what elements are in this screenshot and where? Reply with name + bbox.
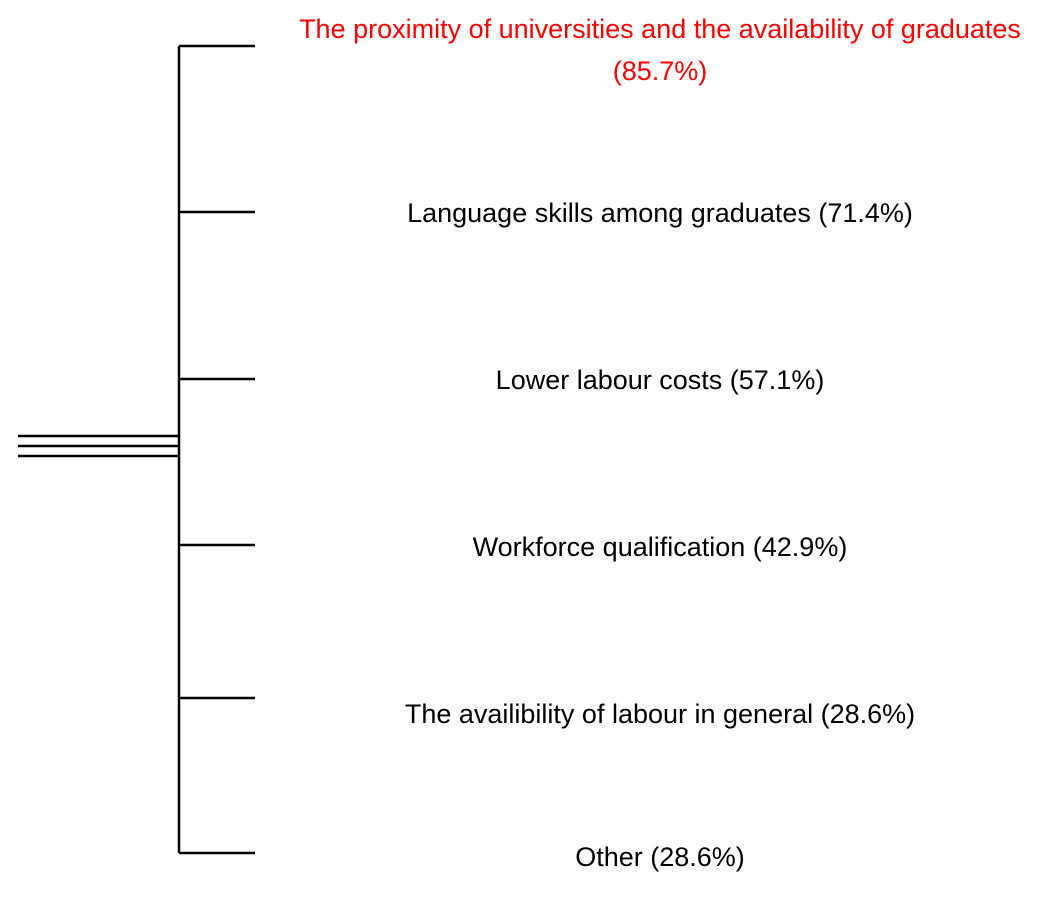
item-label: The availibility of labour in general (2… xyxy=(404,699,916,729)
item-label: Language skills among graduates (71.4%) xyxy=(407,198,913,228)
item-label: Other (28.6%) xyxy=(575,842,745,872)
item-label: The proximity of universities and the av… xyxy=(299,14,1021,86)
item-label: Lower labour costs (57.1%) xyxy=(495,365,825,395)
item-label: Workforce qualification (42.9%) xyxy=(472,532,848,562)
